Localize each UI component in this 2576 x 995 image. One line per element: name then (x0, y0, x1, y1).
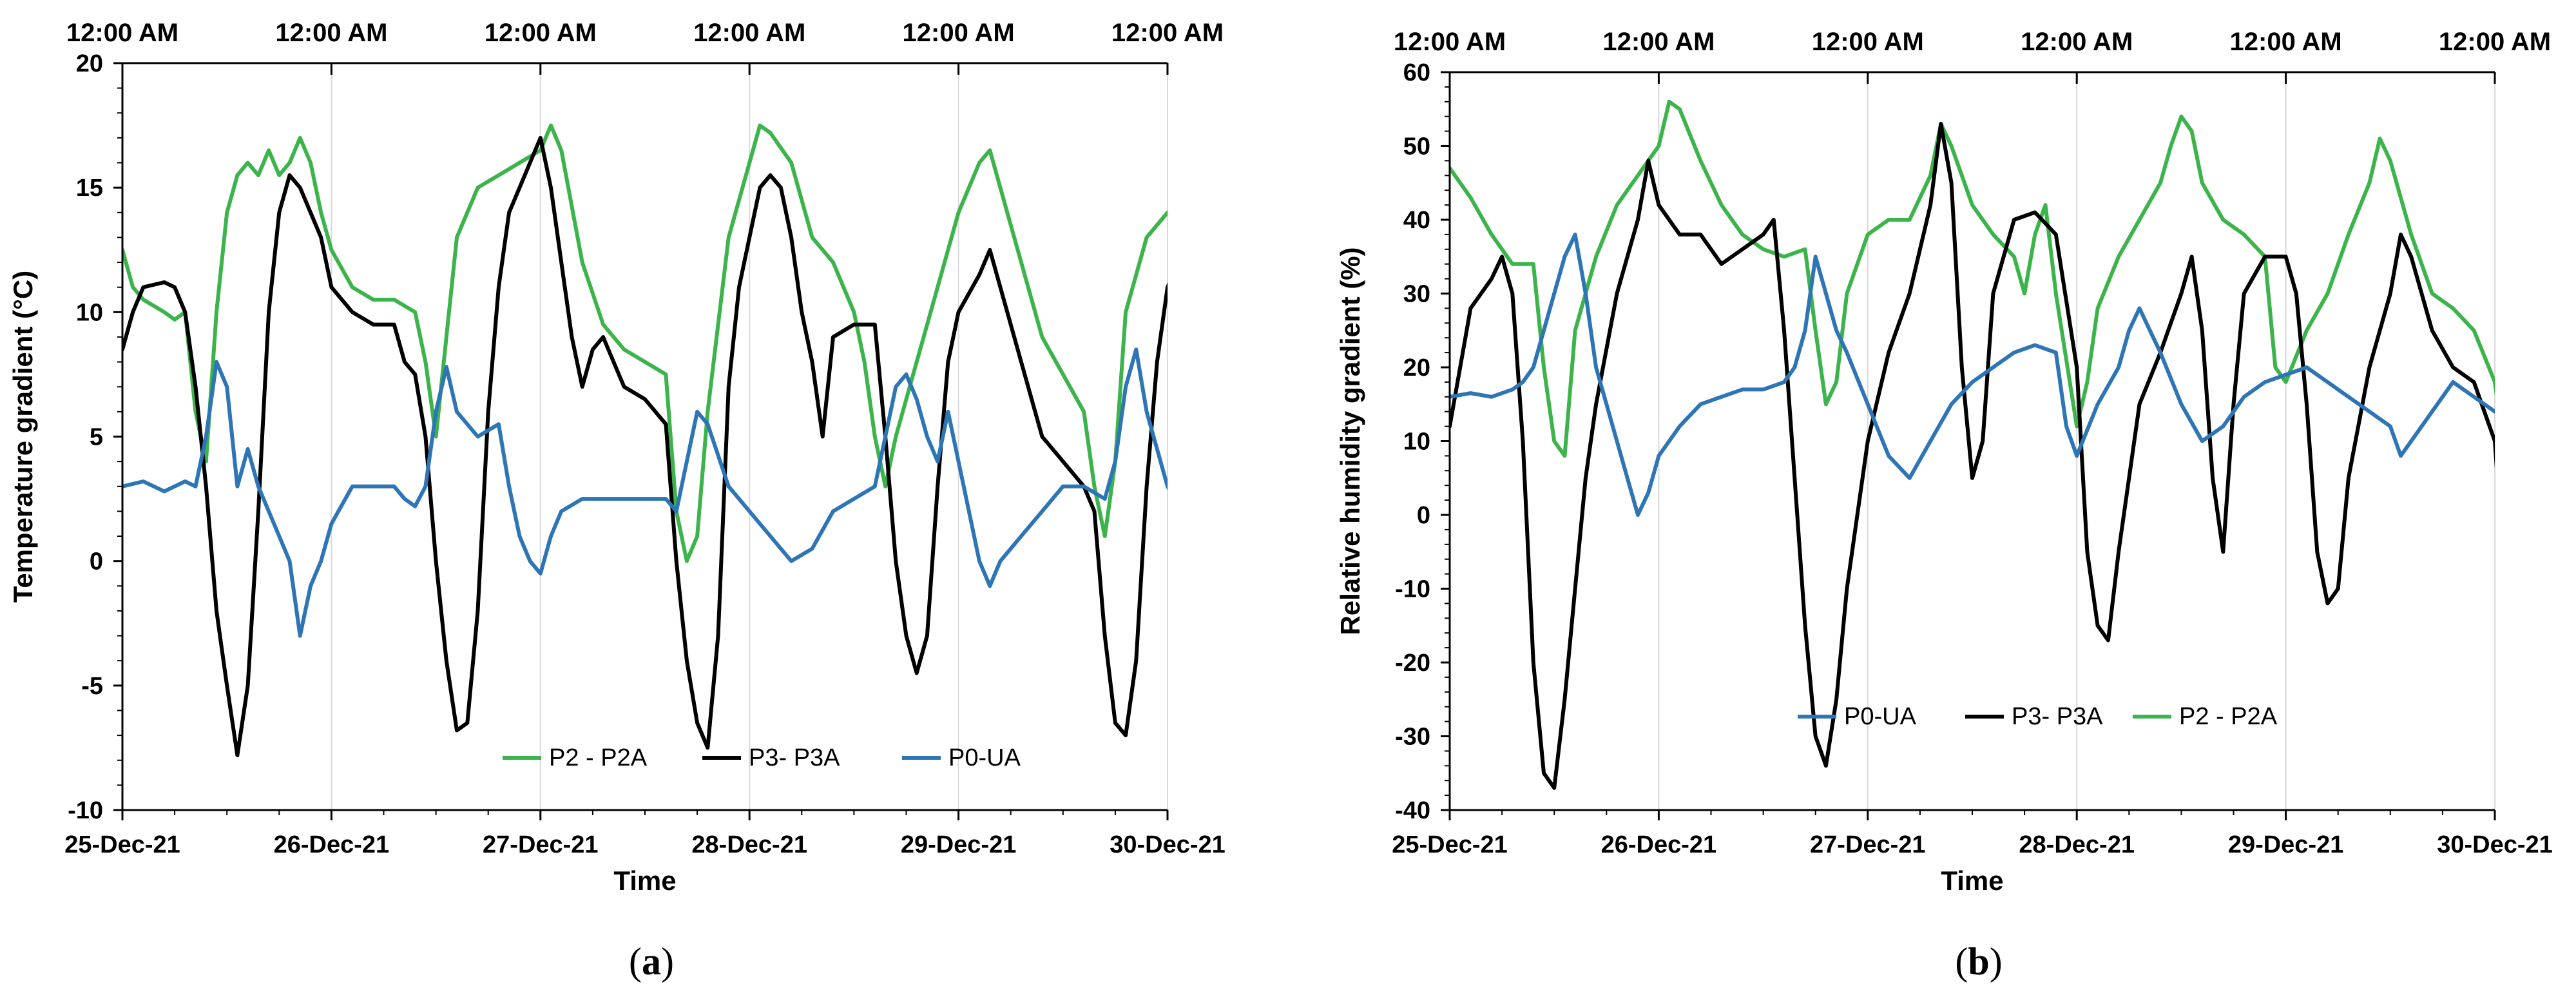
y-tick-label: 15 (76, 175, 103, 202)
x-tick-label: 25-Dec-21 (1392, 831, 1508, 858)
top-tick-label: 12:00 AM (903, 19, 1015, 47)
y-tick-label: -10 (1395, 576, 1430, 603)
y-tick-label: -10 (68, 797, 103, 824)
y-tick-label: 10 (1403, 429, 1430, 456)
caption-open: ( (629, 940, 642, 983)
x-tick-label: 29-Dec-21 (2228, 831, 2344, 858)
caption-letter: b (1968, 940, 1989, 983)
x-tick-label: 25-Dec-21 (64, 831, 180, 858)
y-tick-label: 0 (1417, 502, 1430, 529)
top-tick-label: 12:00 AM (693, 19, 805, 47)
x-tick-label: 30-Dec-21 (1110, 831, 1226, 858)
caption-open: ( (1955, 940, 1968, 983)
top-tick-label: 12:00 AM (2230, 28, 2342, 56)
caption-close: ) (1990, 940, 2003, 983)
legend: P0-UA P3- P3A P2 - P2A (1798, 703, 2278, 730)
top-tick-label: 12:00 AM (2021, 28, 2133, 56)
x-tick-label: 27-Dec-21 (1810, 831, 1926, 858)
y-tick-label: -5 (81, 673, 103, 700)
x-tick-label: 28-Dec-21 (2019, 831, 2135, 858)
y-tick-label: 30 (1403, 281, 1430, 308)
y-tick-label: -30 (1395, 724, 1430, 751)
top-tick-label: 12:00 AM (485, 19, 597, 47)
series-line-p0-ua (122, 347, 1168, 638)
y-tick-label: 0 (90, 548, 103, 575)
top-tick-label: 12:00 AM (66, 19, 178, 47)
top-tick-label: 12:00 AM (1394, 28, 1506, 56)
top-tick-label: 12:00 AM (1602, 28, 1715, 56)
y-tick-label: 20 (76, 50, 103, 77)
x-tick-label: 26-Dec-21 (1601, 831, 1717, 858)
series-line-p3-p3a (1450, 122, 2495, 790)
chart-a: -10 -5 0 5 10 15 20 25-Dec-21 26-Dec-21 27-Dec-21… (8, 19, 1226, 983)
caption-close: ) (661, 940, 674, 983)
y-tick-label: 50 (1403, 133, 1430, 160)
top-tick-label: 12:00 AM (2439, 28, 2551, 56)
series-line-p0-ua (1450, 232, 2495, 517)
legend-label: P0-UA (948, 744, 1021, 771)
y-axis-title: Temperature gradient (°C) (8, 271, 38, 603)
legend-label: P0-UA (1844, 703, 1917, 730)
y-tick-label: 60 (1403, 59, 1430, 86)
legend-label: P3- P3A (2012, 703, 2103, 730)
y-tick-label: 40 (1403, 207, 1430, 234)
panel-caption: (a) (629, 940, 674, 983)
x-tick-label: 26-Dec-21 (274, 831, 390, 858)
series-line-p2-p2a (122, 123, 1168, 563)
y-tick-label: 5 (90, 424, 103, 451)
legend-label: P2 - P2A (549, 744, 648, 771)
top-tick-label: 12:00 AM (1111, 19, 1224, 47)
legend-label: P3- P3A (749, 744, 840, 771)
x-tick-label: 30-Dec-21 (2437, 831, 2553, 858)
x-tick-label: 29-Dec-21 (901, 831, 1017, 858)
legend-label: P2 - P2A (2179, 703, 2278, 730)
x-tick-label: 28-Dec-21 (691, 831, 807, 858)
y-axis-title: Relative humidity gradient (%) (1335, 247, 1365, 635)
series-line-p3-p3a (122, 135, 1168, 757)
panel-caption: (b) (1955, 940, 2002, 983)
y-tick-label: -40 (1395, 797, 1430, 824)
chart-b: -40 -30 -20 -10 0 10 20 30 40 50 60 25-Dec-21 26-Dec… (1335, 28, 2553, 983)
legend: P2 - P2A P3- P3A P0-UA (503, 744, 1021, 771)
caption-letter: a (642, 940, 661, 983)
x-tick-label: 27-Dec-21 (483, 831, 599, 858)
y-tick-label: 20 (1403, 354, 1430, 382)
top-tick-label: 12:00 AM (1812, 28, 1924, 56)
top-tick-label: 12:00 AM (275, 19, 387, 47)
x-axis-title: Time (613, 865, 676, 896)
y-tick-label: -20 (1395, 650, 1430, 677)
y-tick-label: 10 (76, 299, 103, 326)
x-axis-title: Time (1941, 865, 2003, 896)
series-line-p2-p2a (1450, 99, 2495, 458)
